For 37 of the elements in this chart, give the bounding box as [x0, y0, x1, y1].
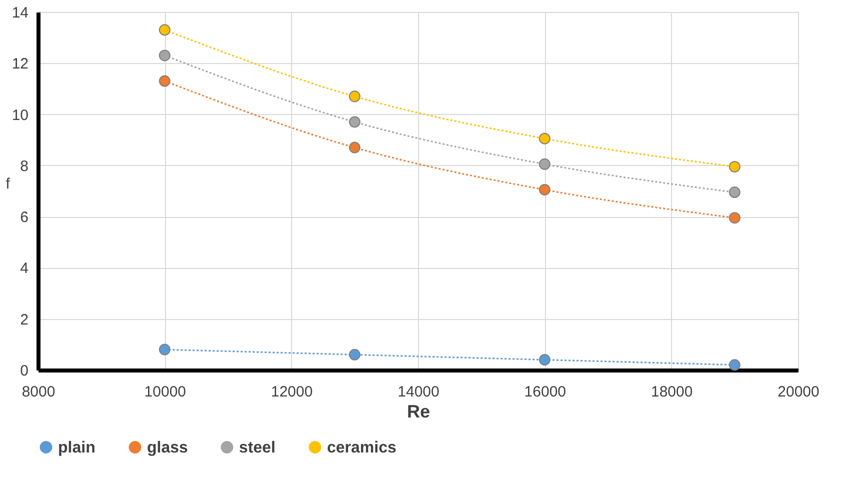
x-tick-label: 10000	[144, 384, 186, 400]
y-tick-label: 10	[12, 106, 28, 124]
y-tick-label: 12	[12, 56, 28, 73]
point	[158, 75, 170, 87]
point	[348, 348, 360, 360]
x-tick-label: 12000	[270, 384, 313, 400]
y-tick-label: 4	[20, 260, 28, 278]
legend-label: glass	[147, 439, 188, 456]
point	[158, 344, 170, 356]
point	[538, 354, 550, 366]
point	[728, 359, 740, 371]
point	[728, 160, 740, 172]
x-axis-title: Re	[406, 402, 430, 422]
y-tick-label: 8	[20, 158, 28, 175]
x-tick-label: 18000	[650, 384, 693, 400]
point	[538, 132, 550, 144]
y-axis-title: f	[6, 176, 11, 192]
legend-label: ceramics	[327, 439, 396, 456]
y-tick-label: 14	[12, 4, 28, 22]
y-tick-label: 6	[20, 209, 28, 226]
point	[728, 212, 740, 224]
x-tick-label: 16000	[524, 384, 566, 400]
legend-label: plain	[58, 439, 96, 456]
x-tick-label: 8000	[22, 384, 56, 400]
point	[538, 184, 550, 196]
point	[348, 90, 360, 102]
legend-label: steel	[239, 439, 276, 456]
point	[348, 142, 360, 154]
point	[348, 116, 360, 128]
point	[728, 186, 740, 198]
x-tick-label: 20000	[778, 384, 820, 400]
y-tick-label: 2	[20, 311, 28, 328]
point	[538, 158, 550, 170]
x-tick-label: 14000	[398, 384, 440, 400]
y-tick-label: 0	[20, 362, 28, 380]
point	[158, 24, 170, 36]
point	[158, 50, 170, 62]
